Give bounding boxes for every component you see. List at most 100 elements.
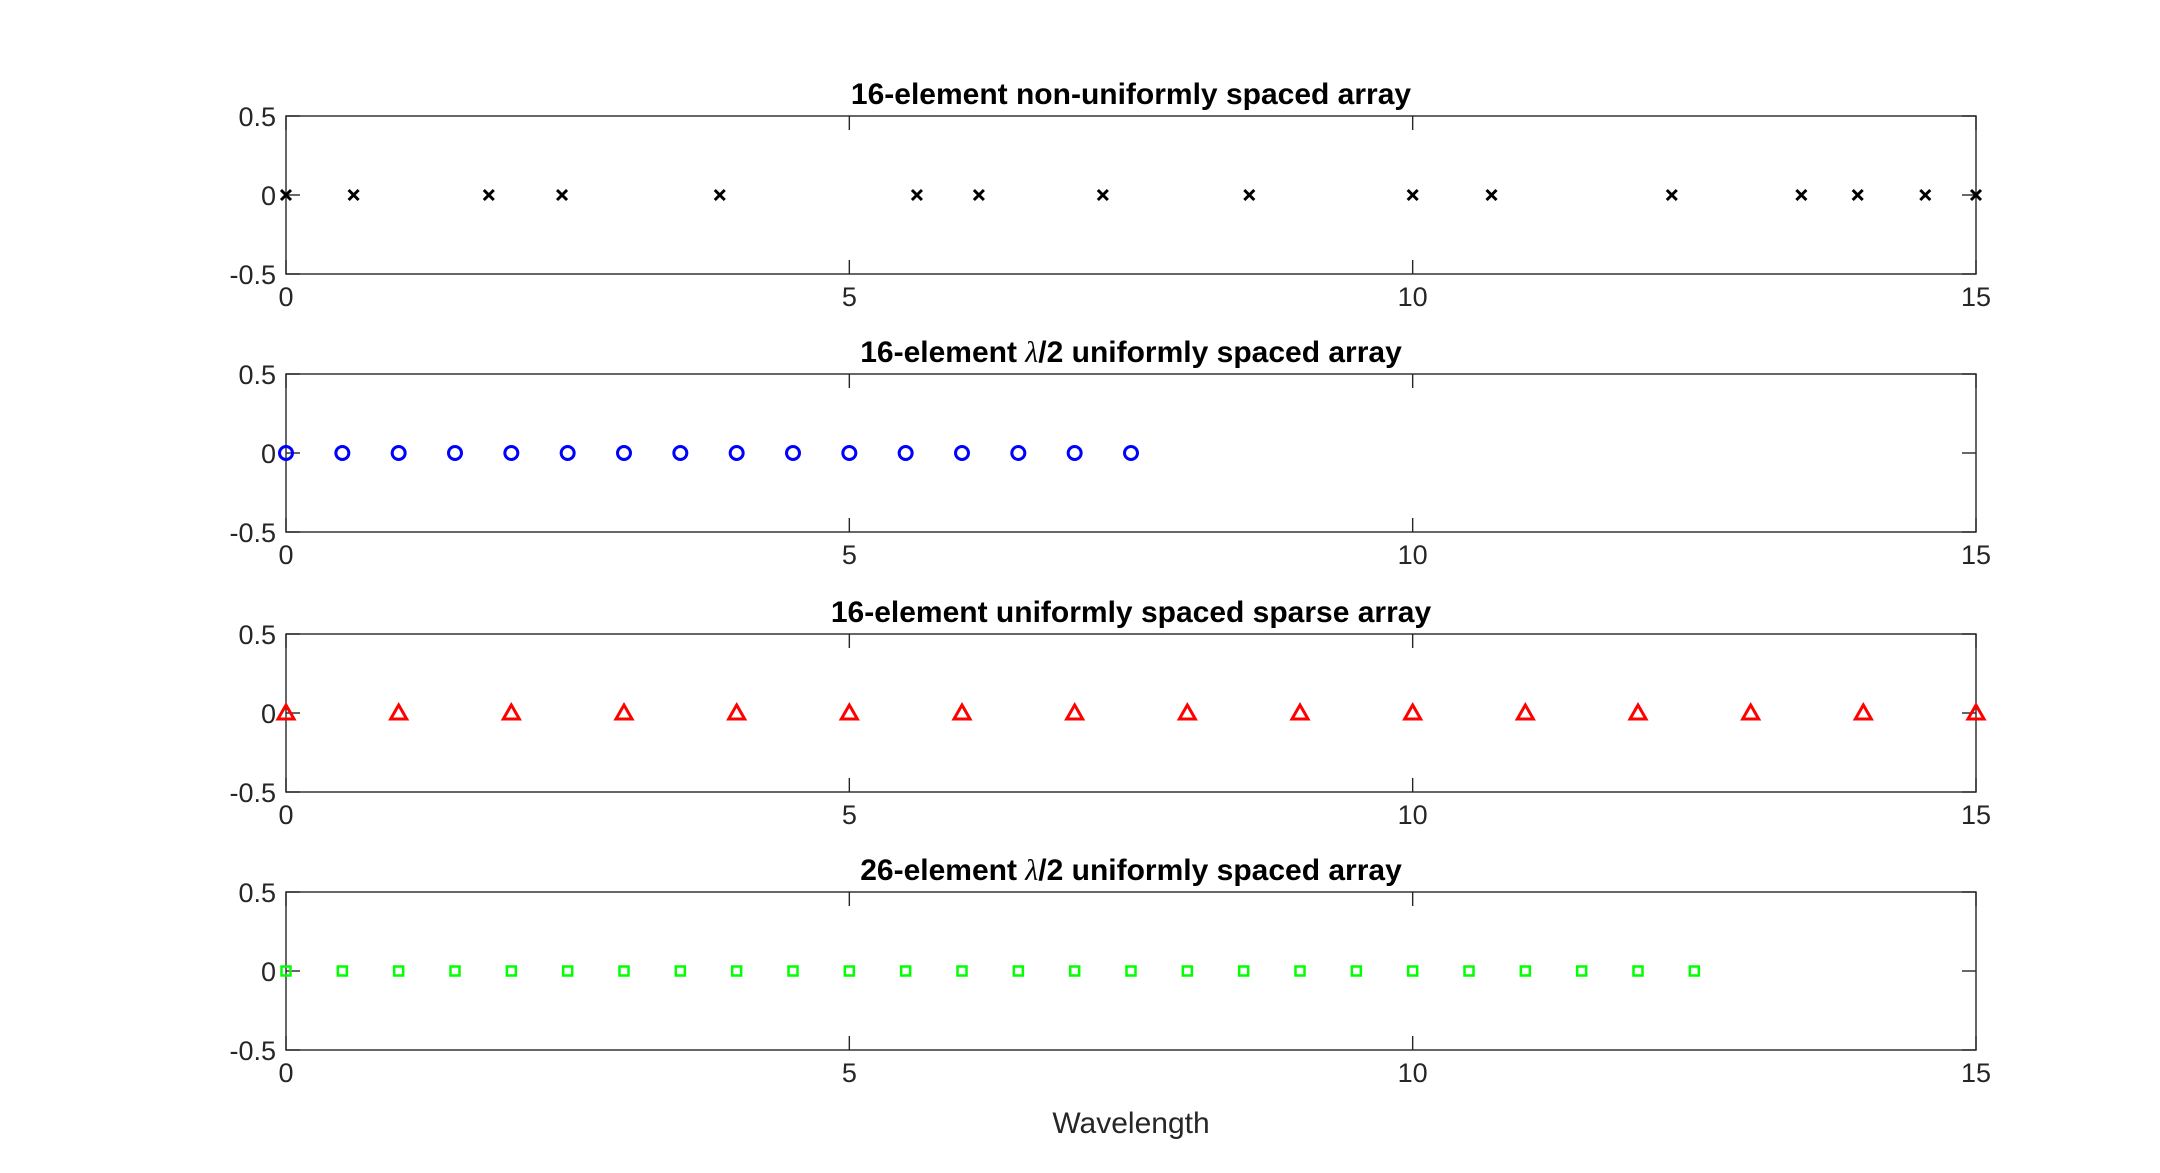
data-point (279, 188, 293, 202)
data-point (785, 445, 801, 461)
data-point (447, 445, 463, 461)
data-point (1181, 965, 1194, 977)
data-point (1919, 188, 1932, 202)
data-point (1123, 445, 1139, 461)
data-point (672, 445, 689, 461)
x-tick-label: 0 (278, 800, 293, 830)
data-point (1795, 188, 1808, 202)
data-point (1012, 965, 1025, 977)
data-point (1066, 445, 1083, 461)
data-point (674, 965, 687, 977)
x-tick-label: 0 (278, 282, 293, 312)
data-point (787, 965, 799, 977)
plot-title: 16-element uniformly spaced sparse array (831, 596, 1432, 629)
data-point (899, 965, 912, 977)
data-point (278, 445, 294, 461)
subplot-1: 16-element non-uniformly spaced array 0 5 1… (229, 78, 1991, 312)
data-point (1289, 701, 1311, 721)
data-point (559, 445, 576, 461)
data-point (730, 965, 743, 977)
data-point (897, 445, 914, 461)
data-point (1688, 965, 1701, 977)
data-point (388, 701, 410, 721)
data-point (1176, 701, 1198, 721)
data-point (1350, 965, 1363, 977)
subplot-2: 16-element λ/2 uniformly spaced array 0 5 1… (229, 336, 1991, 570)
plot-area (285, 373, 1977, 533)
y-tick-label: -0.5 (229, 518, 276, 548)
plot-area (285, 115, 1977, 275)
x-tick-label: 0 (278, 540, 293, 570)
y-tick-label: -0.5 (229, 1036, 276, 1066)
data-point (275, 701, 297, 721)
data-point (951, 701, 973, 721)
x-axis-label: Wavelength (1052, 1107, 1209, 1140)
data-point (1237, 965, 1250, 977)
data-point (449, 965, 461, 977)
y-tick-label: 0 (261, 181, 276, 211)
plot-title-text: /2 uniformly spaced array (1038, 854, 1402, 887)
data-point (500, 701, 522, 721)
y-tick-label: 0.5 (238, 878, 276, 908)
data-point (956, 965, 968, 977)
x-tick-label: 10 (1398, 800, 1428, 830)
data-point (1665, 188, 1678, 202)
data-point (1294, 965, 1306, 977)
y-tick-label: 0.5 (238, 360, 276, 390)
y-tick-label: 0.5 (238, 102, 276, 132)
x-tick-label: 0 (278, 1058, 293, 1088)
plot-title-text: 16-element (860, 336, 1025, 369)
data-point (1514, 701, 1536, 721)
data-point (1406, 965, 1419, 977)
data-point (1096, 188, 1109, 202)
y-tick-label: 0 (261, 439, 276, 469)
data-point (1575, 965, 1588, 977)
data-point (972, 188, 985, 202)
subplot-4: 26-element λ/2 uniformly spaced array 0 5 1… (229, 854, 1991, 1088)
data-point (843, 965, 856, 977)
data-point (954, 445, 970, 461)
plot-area (285, 891, 1977, 1051)
data-point (1406, 188, 1419, 202)
plot-title-text: 16-element uniformly spaced sparse array (831, 596, 1432, 629)
data-point (1068, 965, 1081, 977)
y-tick-label: -0.5 (229, 778, 276, 808)
x-tick-label: 15 (1961, 800, 1991, 830)
data-point (713, 188, 726, 202)
data-point (347, 188, 360, 202)
subplot-3: 16-element uniformly spaced sparse array… (229, 596, 1991, 830)
data-point (618, 965, 630, 977)
y-tick-label: 0.5 (238, 620, 276, 650)
data-point (1965, 701, 1987, 721)
x-tick-label: 5 (842, 540, 857, 570)
data-point (1519, 965, 1532, 977)
plot-title: 16-element λ/2 uniformly spaced array (860, 336, 1402, 369)
plot-title-lambda: λ (1024, 854, 1038, 887)
data-point (505, 965, 518, 977)
data-point (1463, 965, 1475, 977)
data-point (1402, 701, 1424, 721)
data-point (1852, 701, 1874, 721)
x-tick-label: 5 (842, 1058, 857, 1088)
data-point (1851, 188, 1864, 202)
x-tick-label: 5 (842, 282, 857, 312)
plot-title-text: 16-element non-uniformly spaced array (851, 78, 1411, 111)
data-point (1064, 701, 1086, 721)
x-tick-label: 5 (842, 800, 857, 830)
data-point (726, 701, 748, 721)
data-point (392, 965, 405, 977)
data-point (334, 445, 351, 461)
data-point (1010, 445, 1027, 461)
data-point (1740, 701, 1762, 721)
x-tick-label: 10 (1398, 282, 1428, 312)
y-tick-label: 0 (261, 957, 276, 987)
data-point (503, 445, 520, 461)
data-point (616, 445, 632, 461)
data-point (1243, 188, 1256, 202)
x-tick-label: 10 (1398, 540, 1428, 570)
data-point (910, 188, 923, 202)
data-point (390, 445, 407, 461)
plot-title: 16-element non-uniformly spaced array (851, 78, 1411, 111)
